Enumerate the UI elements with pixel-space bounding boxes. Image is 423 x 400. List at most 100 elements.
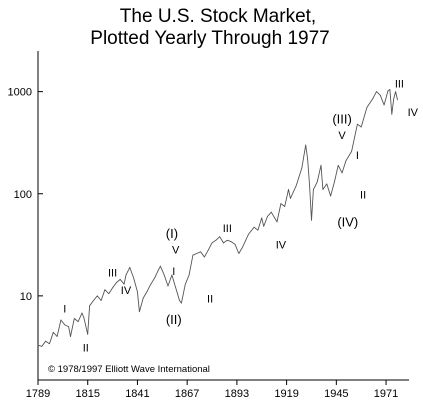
data-point bbox=[263, 225, 265, 227]
data-point bbox=[341, 172, 343, 174]
wave-label: III bbox=[395, 78, 404, 90]
data-point bbox=[234, 243, 236, 245]
data-point bbox=[290, 198, 291, 199]
data-point bbox=[70, 336, 71, 337]
data-point bbox=[119, 279, 121, 280]
wave-label: II bbox=[207, 294, 213, 306]
wave-label: (III) bbox=[332, 112, 352, 127]
data-point bbox=[322, 189, 324, 190]
wave-label: II bbox=[83, 343, 89, 355]
data-point bbox=[223, 242, 224, 244]
x-tick-label: 1867 bbox=[175, 388, 199, 400]
data-point bbox=[175, 287, 177, 289]
data-point bbox=[129, 267, 131, 268]
data-point bbox=[366, 107, 368, 108]
data-point bbox=[313, 189, 314, 190]
y-tick-label: 100 bbox=[14, 189, 32, 201]
data-point bbox=[196, 253, 198, 254]
data-point bbox=[171, 274, 173, 276]
chart-title-line-1: The U.S. Stock Market, bbox=[120, 6, 316, 27]
data-point bbox=[253, 226, 255, 228]
data-point bbox=[219, 236, 221, 238]
wave-label: (I) bbox=[166, 226, 178, 241]
y-tick-label: 10 bbox=[20, 291, 32, 303]
data-point bbox=[192, 254, 194, 256]
data-point bbox=[242, 246, 244, 248]
chart-title-line-2: Plotted Yearly Through 1977 bbox=[90, 28, 329, 49]
data-point bbox=[68, 326, 69, 327]
data-point bbox=[108, 293, 110, 295]
data-point bbox=[100, 300, 102, 301]
wave-label: V bbox=[338, 130, 346, 142]
wave-label: IV bbox=[121, 285, 132, 297]
x-axis-ticks: 1789 1815 1841 1867 1893 1919 1945 1971 bbox=[26, 380, 398, 400]
y-axis-ticks: 10 100 1000 bbox=[8, 87, 43, 303]
data-point bbox=[320, 164, 322, 166]
x-tick-label: 1893 bbox=[225, 388, 249, 400]
data-point bbox=[238, 253, 240, 254]
data-point bbox=[311, 219, 312, 221]
data-point bbox=[357, 123, 358, 125]
data-point bbox=[211, 242, 213, 244]
data-point bbox=[83, 317, 85, 319]
wave-label: (IV) bbox=[337, 214, 358, 229]
data-point bbox=[167, 285, 169, 287]
x-tick-label: 1841 bbox=[125, 388, 149, 400]
data-point bbox=[345, 160, 347, 162]
data-point bbox=[376, 91, 377, 92]
data-point bbox=[181, 302, 182, 304]
data-point bbox=[305, 144, 307, 146]
data-point bbox=[45, 340, 46, 342]
data-point bbox=[230, 241, 232, 243]
x-tick-label: 1919 bbox=[274, 388, 298, 400]
data-point bbox=[125, 274, 127, 276]
wave-label: V bbox=[172, 245, 180, 257]
data-point bbox=[267, 216, 268, 217]
wave-label: IV bbox=[276, 240, 287, 252]
x-tick-label: 1945 bbox=[324, 388, 348, 400]
data-point bbox=[139, 311, 140, 313]
data-point bbox=[372, 98, 374, 100]
wave-label: (II) bbox=[166, 312, 182, 327]
data-point bbox=[200, 251, 202, 253]
data-point bbox=[133, 277, 135, 279]
wave-labels: IIIIIIIVIV(I)(II)IIIIIIV(III)VIII(IV)III… bbox=[63, 78, 418, 354]
y-tick-label: 1000 bbox=[8, 87, 32, 99]
data-point bbox=[150, 283, 152, 285]
data-point bbox=[158, 269, 159, 271]
copyright-annotation: © 1978/1997 Elliott Wave International bbox=[48, 364, 210, 375]
data-point bbox=[226, 239, 228, 241]
wave-label: I bbox=[63, 303, 66, 315]
data-point bbox=[351, 151, 352, 152]
data-point bbox=[215, 239, 217, 241]
data-point bbox=[330, 195, 331, 197]
data-point bbox=[116, 282, 117, 283]
data-point bbox=[257, 229, 259, 231]
series-line bbox=[37, 89, 398, 347]
data-point bbox=[163, 274, 165, 276]
data-point bbox=[391, 113, 393, 115]
data-point bbox=[389, 89, 391, 90]
data-point bbox=[87, 333, 89, 335]
data-point bbox=[393, 98, 395, 100]
wave-label: III bbox=[108, 267, 117, 279]
data-point bbox=[261, 217, 263, 219]
data-point bbox=[146, 291, 148, 292]
data-point bbox=[288, 189, 289, 190]
data-point bbox=[379, 94, 381, 96]
data-point bbox=[295, 185, 297, 187]
data-point bbox=[326, 183, 328, 185]
data-point bbox=[188, 274, 190, 276]
data-point bbox=[316, 181, 318, 183]
data-point bbox=[395, 91, 396, 92]
data-point bbox=[337, 164, 339, 166]
data-point bbox=[280, 203, 282, 205]
data-point bbox=[73, 318, 75, 319]
data-point bbox=[387, 90, 389, 92]
wave-label: IV bbox=[408, 107, 419, 119]
data-point bbox=[37, 344, 39, 346]
data-point bbox=[137, 291, 138, 292]
x-tick-label: 1789 bbox=[26, 388, 50, 400]
data-point bbox=[360, 126, 362, 128]
